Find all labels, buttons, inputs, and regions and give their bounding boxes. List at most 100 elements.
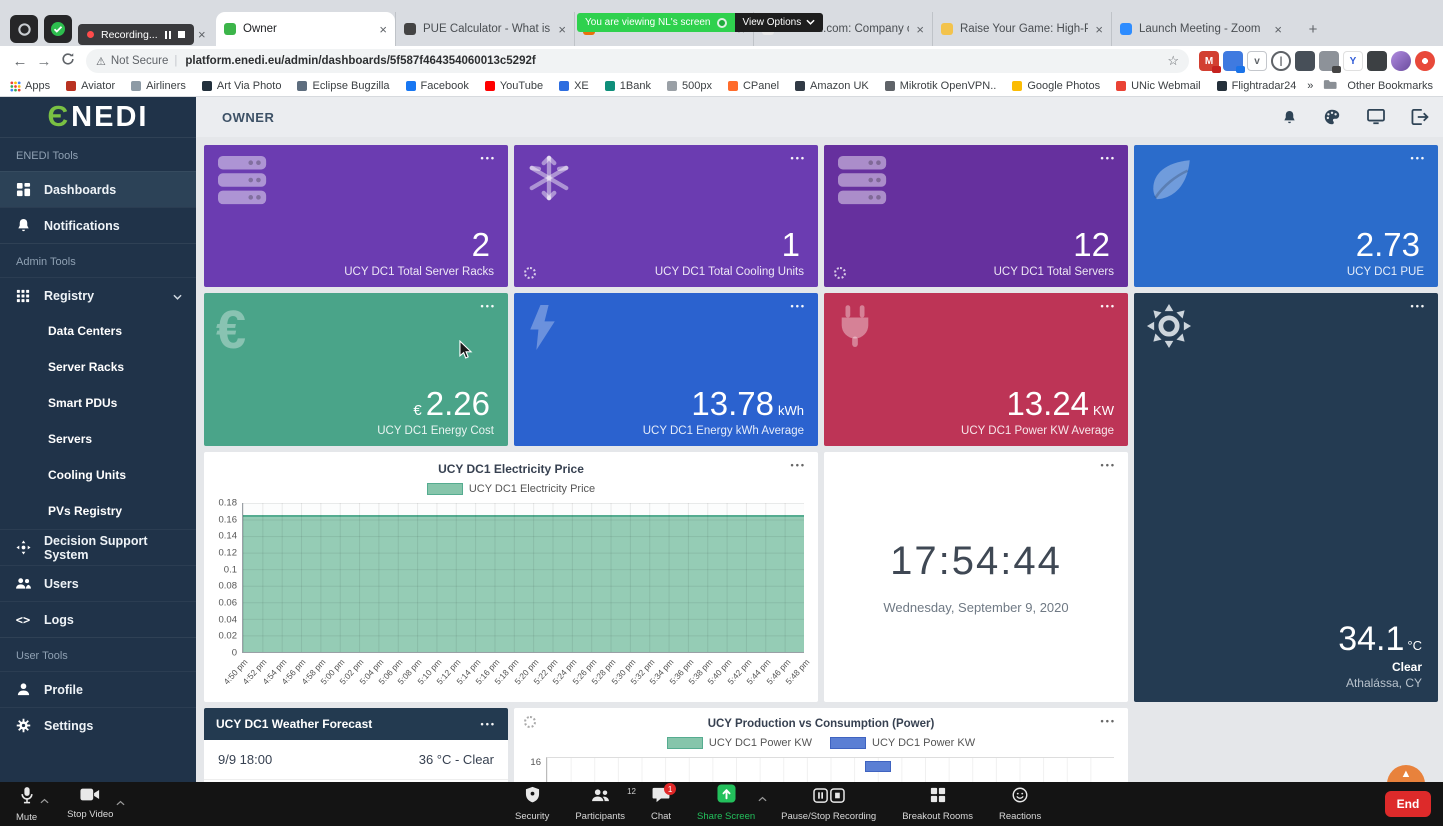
bookmark-item-1bank[interactable]: 1Bank <box>604 80 651 92</box>
mail-badge-icon[interactable]: M <box>1199 51 1221 73</box>
view-options-button[interactable]: View Options <box>734 13 824 32</box>
legend-label: UCY DC1 Power KW <box>708 737 812 749</box>
sidebar-subitem-cooling-units[interactable]: Cooling Units <box>48 468 126 482</box>
browser-tab-owner[interactable]: Owner × <box>216 12 395 46</box>
sidebar-item-registry[interactable]: Registry <box>0 277 196 313</box>
zoom-control-participants[interactable]: 12 Participants <box>575 787 636 822</box>
more-options-icon[interactable]: ••• <box>480 153 496 163</box>
bookmark-item-youtube[interactable]: YouTube <box>484 80 543 92</box>
more-options-icon[interactable]: ••• <box>1410 153 1426 163</box>
browser-tab-raise-your-game-high-perfo[interactable]: Raise Your Game: High-Perfo × <box>932 12 1111 46</box>
sidebar-subitem-servers[interactable]: Servers <box>48 432 93 446</box>
more-options-icon[interactable]: ••• <box>1100 460 1116 470</box>
pause-icon[interactable] <box>164 30 171 39</box>
sidebar-subitem-smart-pdus[interactable]: Smart PDUs <box>48 396 118 410</box>
zoom-control-chat[interactable]: 1 Chat <box>651 783 677 822</box>
monitor-icon[interactable] <box>1367 109 1385 125</box>
bookmark-item-500px[interactable]: 500px <box>666 80 712 92</box>
close-icon[interactable]: × <box>379 21 387 37</box>
zoom-control-share-screen[interactable]: Share Screen <box>697 784 767 822</box>
bookmark-item-aviator[interactable]: Aviator <box>66 80 115 92</box>
caret-up-icon[interactable] <box>758 789 767 807</box>
other-bookmarks-label[interactable]: Other Bookmarks <box>1347 80 1433 92</box>
bookmarks-overflow-icon[interactable]: » <box>1307 80 1314 92</box>
zoom-control-reactions[interactable]: Reactions <box>999 787 1041 822</box>
bookmark-star-icon[interactable]: ☆ <box>1167 53 1179 68</box>
close-icon[interactable]: × <box>1274 21 1282 37</box>
check-circle-icon[interactable] <box>44 15 72 43</box>
bookmark-item-flightradar24[interactable]: Flightradar24 <box>1216 80 1296 92</box>
address-bar[interactable]: ⚠ Not Secure | platform.enedi.eu/admin/d… <box>86 49 1189 73</box>
zoom-control-stop-video[interactable]: Stop Video <box>67 788 125 820</box>
pocket-icon[interactable]: v <box>1247 51 1267 71</box>
share-stop-icon[interactable] <box>716 17 727 28</box>
forward-icon[interactable]: → <box>36 52 52 70</box>
close-icon[interactable]: × <box>558 21 566 37</box>
more-options-icon[interactable]: ••• <box>790 301 806 311</box>
more-options-icon[interactable]: ••• <box>1100 153 1116 163</box>
palette-icon[interactable] <box>1323 108 1341 126</box>
browser-tab-launch-meeting-zoom[interactable]: Launch Meeting - Zoom × <box>1111 12 1290 46</box>
sidebar-item-profile[interactable]: Profile <box>0 671 196 707</box>
forecast-title: UCY DC1 Weather Forecast <box>216 717 373 731</box>
browser-tab-pue-calculator-what-is-pue[interactable]: PUE Calculator - What is PUE × <box>395 12 574 46</box>
more-options-icon[interactable]: ••• <box>1100 301 1116 311</box>
translate-badge-icon[interactable] <box>1223 51 1245 73</box>
sidebar-subitem-pvs-registry[interactable]: PVs Registry <box>48 504 123 518</box>
bookmark-item-amazon-uk[interactable]: Amazon UK <box>795 80 869 92</box>
reload-icon[interactable] <box>56 52 80 70</box>
new-tab-button[interactable]: + <box>1308 20 1318 38</box>
bookmark-item-unic-webmail[interactable]: UNic Webmail <box>1116 80 1201 92</box>
caret-up-icon[interactable] <box>116 793 125 811</box>
sidebar-item-label: Notifications <box>44 218 120 233</box>
more-options-icon[interactable]: ••• <box>1100 716 1116 726</box>
more-options-icon[interactable]: ••• <box>790 153 806 163</box>
bookmark-item-cpanel[interactable]: CPanel <box>727 80 779 92</box>
zoom-control-mute[interactable]: Mute <box>16 786 49 823</box>
more-options-icon[interactable]: ••• <box>1410 301 1426 311</box>
sidebar-item-users[interactable]: Users <box>0 565 196 601</box>
dark-tool-icon[interactable] <box>1295 51 1315 71</box>
bolt-icon <box>526 303 559 357</box>
sidebar-subitem-server-racks[interactable]: Server Racks <box>48 360 125 374</box>
bookmark-item-eclipse-bugzilla[interactable]: Eclipse Bugzilla <box>297 80 390 92</box>
bookmark-item-facebook[interactable]: Facebook <box>405 80 469 92</box>
sidebar-item-settings[interactable]: Settings <box>0 707 196 743</box>
zoom-control-security[interactable]: Security <box>515 786 549 822</box>
legend-label: UCY DC1 Electricity Price <box>468 483 596 495</box>
bookmark-item-xe[interactable]: XE <box>559 80 589 92</box>
exit-icon[interactable] <box>1411 109 1429 125</box>
bookmark-label: Google Photos <box>1027 80 1101 92</box>
bookmark-item-airliners[interactable]: Airliners <box>131 80 186 92</box>
sidebar-item-logs[interactable]: <> Logs <box>0 601 196 637</box>
zoom-control-breakout-rooms[interactable]: Breakout Rooms <box>902 787 973 822</box>
dashboard-icon <box>14 182 32 197</box>
yandex-y-icon[interactable]: Y <box>1343 51 1363 71</box>
bell-icon[interactable] <box>1282 110 1297 125</box>
bookmark-item-art-via-photo[interactable]: Art Via Photo <box>201 80 281 92</box>
zoom-control-pause-stop-recording[interactable]: Pause/Stop Recording <box>781 788 876 822</box>
close-icon[interactable]: × <box>916 21 924 37</box>
more-options-icon[interactable]: ••• <box>480 301 496 311</box>
upload-badge-icon[interactable] <box>1319 51 1341 73</box>
caret-up-icon[interactable] <box>40 791 49 809</box>
sidebar-item-decision-support-system[interactable]: Decision Support System <box>0 529 196 565</box>
profile-avatar-icon[interactable] <box>1391 51 1411 71</box>
sidebar-item-dashboards[interactable]: Dashboards <box>0 171 196 207</box>
bookmark-item-apps[interactable]: Apps <box>10 80 50 92</box>
stop-icon[interactable] <box>177 31 185 38</box>
info-circle-icon[interactable]: | <box>1271 51 1291 71</box>
record-ring-icon[interactable] <box>10 15 38 43</box>
bookmark-item-google-photos[interactable]: Google Photos <box>1012 80 1100 92</box>
back-icon[interactable]: ← <box>12 52 28 70</box>
close-icon[interactable]: × <box>198 27 206 42</box>
bookmark-item-mikrotik-openvpn[interactable]: Mikrotik OpenVPN.. <box>884 80 996 92</box>
pin-dark-icon[interactable] <box>1367 51 1387 71</box>
alert-dot-icon[interactable] <box>1415 51 1435 71</box>
more-options-icon[interactable]: ••• <box>790 460 806 470</box>
end-meeting-button[interactable]: End <box>1385 791 1431 817</box>
sidebar-item-notifications[interactable]: Notifications <box>0 207 196 243</box>
sidebar-subitem-data-centers[interactable]: Data Centers <box>48 324 123 338</box>
close-icon[interactable]: × <box>1095 21 1103 37</box>
more-options-icon[interactable]: ••• <box>480 719 496 729</box>
